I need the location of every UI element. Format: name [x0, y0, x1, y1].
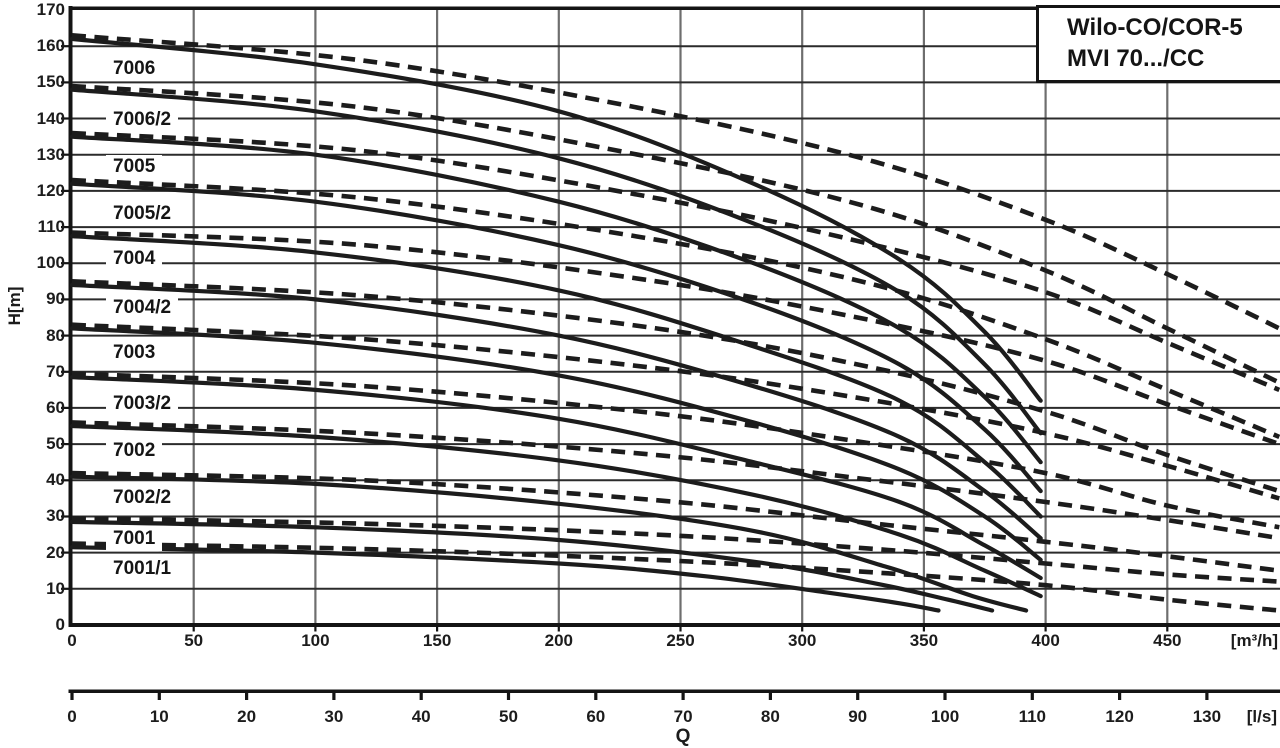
x2-tick-label: 110 [1019, 708, 1046, 726]
y-tick-label: 80 [21, 327, 65, 345]
curve-dashed-7003/2 [72, 374, 1279, 528]
x2-tick-mark [856, 693, 859, 700]
x2-tick-mark [245, 693, 248, 700]
x-axis-line-m3h [69, 623, 1280, 627]
y-tick-label: 110 [21, 218, 65, 236]
x1-tick-label: 150 [423, 632, 451, 650]
pump-label-7004: 7004 [106, 247, 162, 271]
x2-tick-label: 120 [1105, 708, 1133, 726]
x2-tick-label: 40 [412, 708, 431, 726]
x2-tick-mark [507, 693, 510, 700]
x1-tick-label: 400 [1031, 632, 1059, 650]
pump-label-7006: 7006 [106, 57, 162, 81]
x1-tick-label: 100 [301, 632, 329, 650]
x2-tick-mark [1031, 693, 1034, 700]
x2-tick-mark [943, 693, 946, 700]
y-tick-label: 70 [21, 363, 65, 381]
x2-tick-mark [332, 693, 335, 700]
y-tick-label: 130 [21, 146, 65, 164]
x2-tick-mark [1118, 693, 1121, 700]
curve-solid-7001/1 [72, 547, 939, 610]
x1-tick-label: 0 [67, 632, 76, 650]
x2-tick-label: 90 [848, 708, 867, 726]
x-axis-unit-ls: [l/s] [1247, 707, 1277, 727]
x2-tick-label: 60 [586, 708, 605, 726]
pump-label-7003: 7003 [106, 341, 162, 365]
x2-tick-label: 50 [499, 708, 518, 726]
y-tick-label: 30 [21, 507, 65, 525]
x1-tick-label: 450 [1153, 632, 1181, 650]
pump-label-7001: 7001 [106, 527, 162, 551]
x1-tick-label: 300 [788, 632, 816, 650]
x2-tick-mark [420, 693, 423, 700]
x2-tick-mark [769, 693, 772, 700]
y-tick-label: 150 [21, 73, 65, 91]
x-axis-line-ls [69, 690, 1280, 694]
y-axis-label: H[m] [5, 274, 25, 338]
x2-tick-label: 80 [761, 708, 780, 726]
y-tick-label: 160 [21, 37, 65, 55]
curve-dashed-7003 [72, 325, 1279, 499]
y-tick-label: 10 [21, 580, 65, 598]
y-tick-label: 60 [21, 399, 65, 417]
pump-label-7002/2: 7002/2 [106, 486, 178, 510]
y-tick-label: 40 [21, 471, 65, 489]
pump-label-7005/2: 7005/2 [106, 202, 178, 226]
y-tick-label: 90 [21, 290, 65, 308]
x2-tick-mark [70, 693, 73, 700]
pump-label-7001/1: 7001/1 [106, 557, 178, 581]
x2-tick-mark [682, 693, 685, 700]
x2-tick-label: 70 [674, 708, 693, 726]
curve-dashed-7005/2 [72, 180, 1279, 437]
y-tick-label: 120 [21, 182, 65, 200]
x2-tick-label: 20 [237, 708, 256, 726]
x-axis-unit-m3h: [m³/h] [1231, 631, 1278, 651]
pump-label-7003/2: 7003/2 [106, 392, 178, 416]
y-tick-label: 170 [21, 1, 65, 19]
pump-label-7004/2: 7004/2 [106, 296, 178, 320]
x1-tick-label: 350 [910, 632, 938, 650]
x-axis-label-q: Q [676, 726, 691, 748]
pump-label-7002: 7002 [106, 439, 162, 463]
y-tick-label: 50 [21, 435, 65, 453]
pump-label-7006/2: 7006/2 [106, 108, 178, 132]
x2-tick-label: 0 [67, 708, 76, 726]
x2-tick-label: 30 [324, 708, 343, 726]
x2-tick-label: 10 [150, 708, 169, 726]
title-box: Wilo-CO/COR-5 MVI 70.../CC [1036, 5, 1280, 83]
y-tick-label: 0 [21, 616, 65, 634]
x2-tick-label: 100 [931, 708, 959, 726]
y-tick-label: 20 [21, 544, 65, 562]
x2-tick-mark [158, 693, 161, 700]
x2-tick-label: 130 [1193, 708, 1221, 726]
curve-dashed-7005 [72, 133, 1279, 390]
title-line-1: Wilo-CO/COR-5 [1067, 12, 1277, 43]
pump-label-7005: 7005 [106, 155, 162, 179]
title-line-2: MVI 70.../CC [1067, 43, 1277, 74]
x1-tick-label: 200 [545, 632, 573, 650]
x1-tick-label: 50 [184, 632, 203, 650]
x2-tick-mark [594, 693, 597, 700]
x2-tick-mark [1205, 693, 1208, 700]
y-tick-label: 100 [21, 254, 65, 272]
y-tick-label: 140 [21, 110, 65, 128]
x1-tick-label: 250 [666, 632, 694, 650]
y-axis-line [69, 6, 73, 627]
